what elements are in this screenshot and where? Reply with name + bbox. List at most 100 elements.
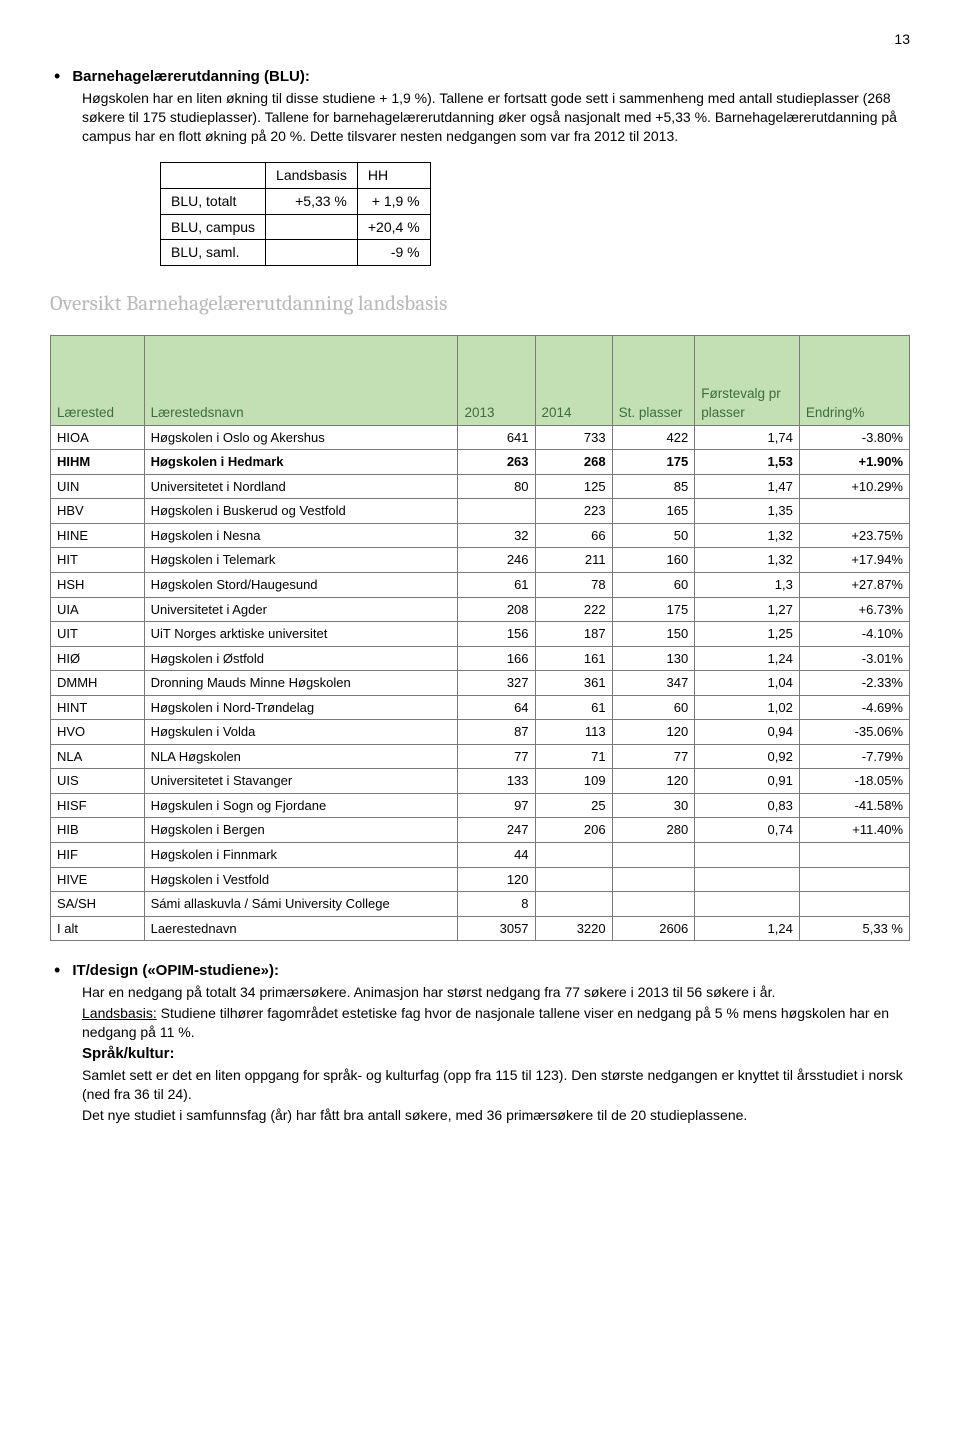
table-cell: 1,47 <box>695 474 800 499</box>
blu-summary-table: Landsbasis HH BLU, totalt +5,33 % + 1,9 … <box>160 162 431 267</box>
landsbasis-text: Studiene tilhører fagområdet estetiske f… <box>82 1005 889 1040</box>
table-cell: -18.05% <box>799 769 909 794</box>
table-cell: 30 <box>612 793 695 818</box>
table-cell: HISF <box>51 793 145 818</box>
table-row: I altLaerestednavn3057322026061,245,33 % <box>51 916 910 941</box>
table-cell: 44 <box>458 843 535 868</box>
table-cell: HIT <box>51 548 145 573</box>
table-row: HVOHøgskulen i Volda871131200,94-35.06% <box>51 720 910 745</box>
table-cell: +1.90% <box>799 450 909 475</box>
table-cell: 160 <box>612 548 695 573</box>
table-cell: 223 <box>535 499 612 524</box>
table-cell: 733 <box>535 425 612 450</box>
table-cell: 1,32 <box>695 548 800 573</box>
table-row: SA/SHSámi allaskuvla / Sámi University C… <box>51 892 910 917</box>
table-cell: 1,3 <box>695 573 800 598</box>
sub-heading: Språk/kultur: <box>82 1044 910 1064</box>
table-cell: 1,74 <box>695 425 800 450</box>
section-heading: IT/design («OPIM-studiene»): <box>72 961 279 981</box>
table-row: UITUiT Norges arktiske universitet156187… <box>51 622 910 647</box>
table-cell: NLA Høgskolen <box>144 744 458 769</box>
table-row: HIHMHøgskolen i Hedmark2632681751,53+1.9… <box>51 450 910 475</box>
table-cell <box>535 892 612 917</box>
table-cell: 120 <box>612 720 695 745</box>
table-row: HIOAHøgskolen i Oslo og Akershus64173342… <box>51 425 910 450</box>
table-cell: 97 <box>458 793 535 818</box>
table-cell: 133 <box>458 769 535 794</box>
table-cell: 161 <box>535 646 612 671</box>
section-paragraph: Høgskolen har en liten økning til disse … <box>82 89 910 146</box>
table-cell: 3220 <box>535 916 612 941</box>
table-cell: 3057 <box>458 916 535 941</box>
table-cell: 0,74 <box>695 818 800 843</box>
table-cell: 125 <box>535 474 612 499</box>
table-cell: 60 <box>612 573 695 598</box>
table-cell: +17.94% <box>799 548 909 573</box>
table-cell: 60 <box>612 695 695 720</box>
table-cell: 109 <box>535 769 612 794</box>
table-row: HIFHøgskolen i Finnmark44 <box>51 843 910 868</box>
table-row: HITHøgskolen i Telemark2462111601,32+17.… <box>51 548 910 573</box>
table-cell: Sámi allaskuvla / Sámi University Colleg… <box>144 892 458 917</box>
table-cell: 327 <box>458 671 535 696</box>
table-cell <box>695 843 800 868</box>
table-cell: Høgskolen i Bergen <box>144 818 458 843</box>
section-paragraph: Har en nedgang på totalt 34 primærsøkere… <box>82 983 910 1002</box>
table-cell: UIA <box>51 597 145 622</box>
table-cell: UIS <box>51 769 145 794</box>
table-cell: +23.75% <box>799 523 909 548</box>
table-row: HSHHøgskolen Stord/Haugesund6178601,3+27… <box>51 573 910 598</box>
table-cell: Høgskolen i Buskerud og Vestfold <box>144 499 458 524</box>
table-cell: 246 <box>458 548 535 573</box>
table-cell: Høgskolen i Telemark <box>144 548 458 573</box>
table-cell: 361 <box>535 671 612 696</box>
table-row: DMMHDronning Mauds Minne Høgskolen327361… <box>51 671 910 696</box>
table-cell: 0,94 <box>695 720 800 745</box>
small-table-cell: +5,33 % <box>266 188 358 214</box>
table-cell: Universitetet i Agder <box>144 597 458 622</box>
table-cell: 247 <box>458 818 535 843</box>
table-cell <box>695 867 800 892</box>
table-cell: UIN <box>51 474 145 499</box>
table-cell: +10.29% <box>799 474 909 499</box>
table-cell: 77 <box>612 744 695 769</box>
table-cell: 2606 <box>612 916 695 941</box>
table-cell: NLA <box>51 744 145 769</box>
overview-title: Oversikt Barnehagelærerutdanning landsba… <box>50 290 910 318</box>
landsbasis-label: Landsbasis: <box>82 1005 157 1021</box>
table-cell: Universitetet i Nordland <box>144 474 458 499</box>
table-cell <box>695 892 800 917</box>
table-cell: 25 <box>535 793 612 818</box>
section-paragraph: Landsbasis: Studiene tilhører fagområdet… <box>82 1004 910 1042</box>
section-paragraph: Det nye studiet i samfunnsfag (år) har f… <box>82 1106 910 1125</box>
table-cell: -3.01% <box>799 646 909 671</box>
table-cell: 32 <box>458 523 535 548</box>
table-cell: -7.79% <box>799 744 909 769</box>
table-cell: -41.58% <box>799 793 909 818</box>
table-cell: +11.40% <box>799 818 909 843</box>
table-cell: +6.73% <box>799 597 909 622</box>
table-cell <box>535 843 612 868</box>
small-table-cell: BLU, saml. <box>161 240 266 266</box>
table-cell: -35.06% <box>799 720 909 745</box>
table-cell: Dronning Mauds Minne Høgskolen <box>144 671 458 696</box>
table-row: NLANLA Høgskolen7771770,92-7.79% <box>51 744 910 769</box>
table-cell: Høgskolen i Nord-Trøndelag <box>144 695 458 720</box>
table-row: HBVHøgskolen i Buskerud og Vestfold22316… <box>51 499 910 524</box>
table-cell: 1,02 <box>695 695 800 720</box>
table-cell: Universitetet i Stavanger <box>144 769 458 794</box>
overview-table: Lærested Lærestedsnavn 2013 2014 St. pla… <box>50 335 910 941</box>
section-heading: Barnehagelærerutdanning (BLU): <box>72 67 310 87</box>
table-cell: 130 <box>612 646 695 671</box>
table-cell: 77 <box>458 744 535 769</box>
table-cell <box>535 867 612 892</box>
table-cell: HSH <box>51 573 145 598</box>
table-cell: SA/SH <box>51 892 145 917</box>
table-cell: 1,53 <box>695 450 800 475</box>
table-header: Lærestedsnavn <box>144 335 458 425</box>
small-table-header: Landsbasis <box>266 162 358 188</box>
table-cell: 0,83 <box>695 793 800 818</box>
table-cell: Høgskolen i Vestfold <box>144 867 458 892</box>
table-cell: 165 <box>612 499 695 524</box>
table-cell: Høgskolen i Nesna <box>144 523 458 548</box>
